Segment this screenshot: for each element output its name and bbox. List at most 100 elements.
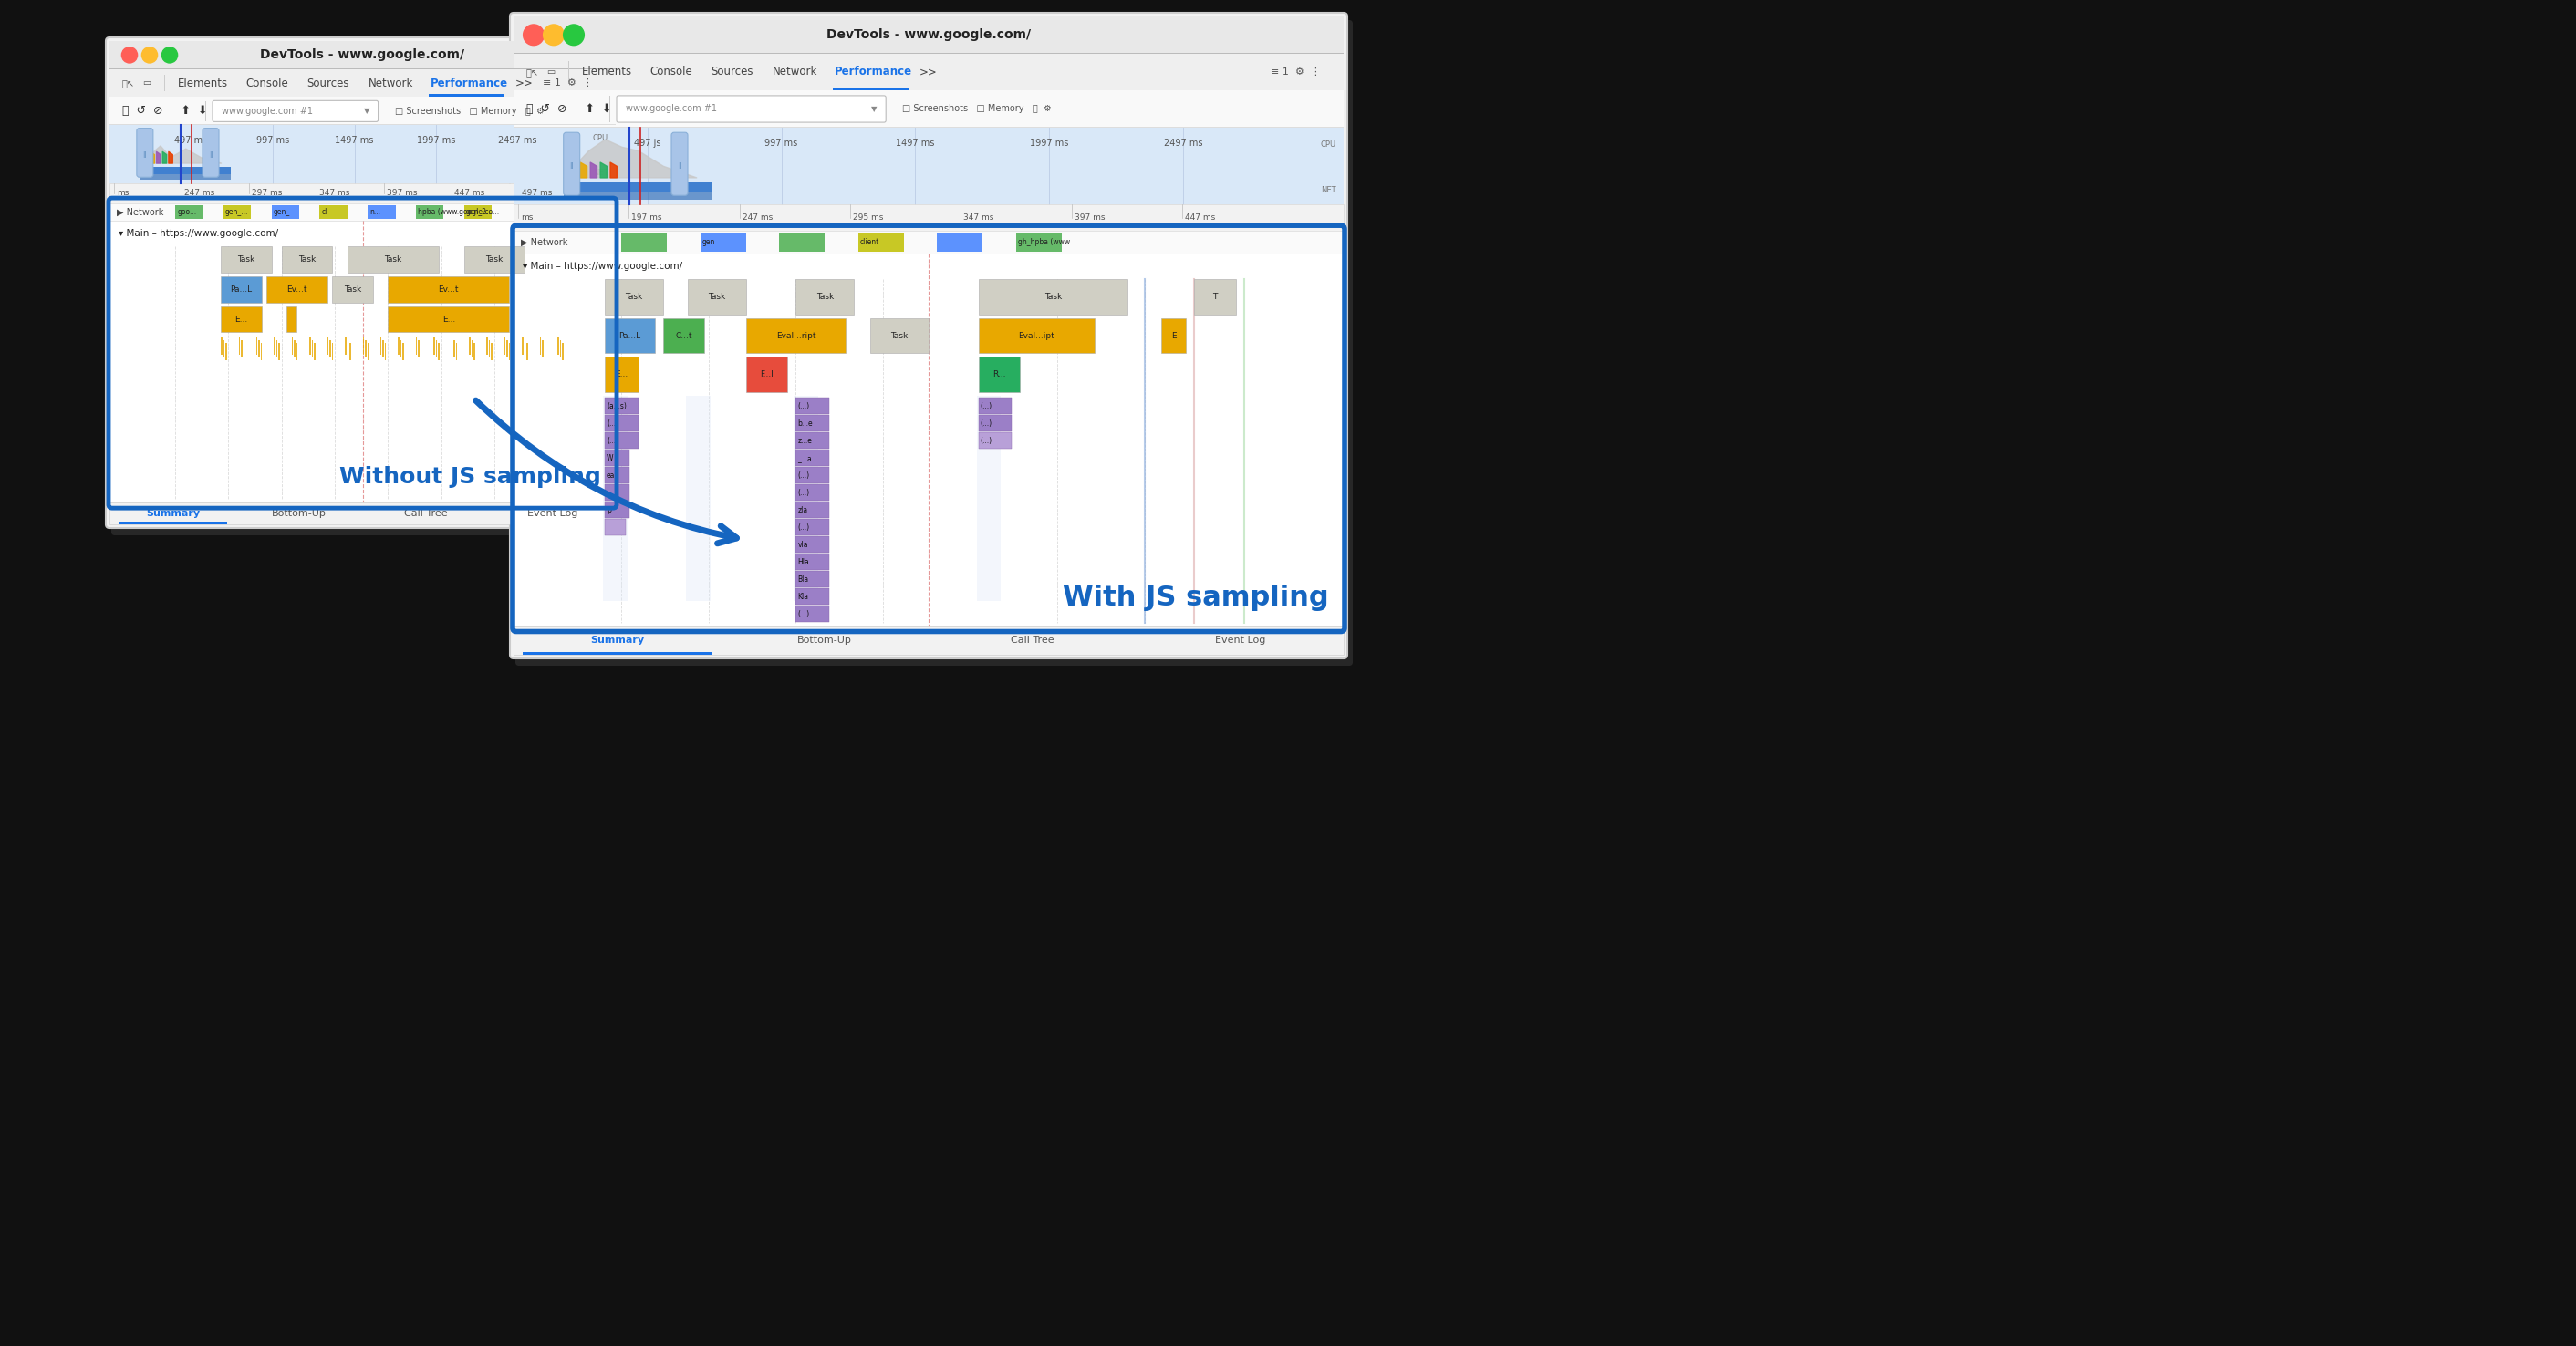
Bar bbox=[108, 125, 616, 183]
Text: CPU: CPU bbox=[1321, 140, 1337, 148]
Text: Bottom-Up: Bottom-Up bbox=[273, 509, 327, 518]
Text: (a...s): (a...s) bbox=[608, 402, 626, 411]
Bar bbox=[222, 246, 270, 272]
Bar bbox=[523, 651, 711, 654]
Bar bbox=[222, 276, 260, 303]
Text: ||: || bbox=[209, 151, 214, 157]
Bar bbox=[871, 318, 927, 354]
Bar bbox=[108, 221, 616, 502]
Text: T: T bbox=[1213, 292, 1218, 300]
Bar bbox=[108, 502, 616, 525]
Text: 247 ms: 247 ms bbox=[185, 190, 214, 198]
Bar bbox=[747, 318, 845, 354]
Bar bbox=[139, 167, 232, 174]
Text: 295 ms: 295 ms bbox=[853, 214, 884, 222]
Bar bbox=[793, 396, 819, 602]
Text: vla: vla bbox=[799, 541, 809, 549]
Bar bbox=[332, 276, 374, 303]
Bar bbox=[108, 183, 616, 203]
Bar bbox=[564, 192, 714, 199]
Text: □ Screenshots   □ Memory   🖌  ⚙: □ Screenshots □ Memory 🖌 ⚙ bbox=[902, 105, 1051, 113]
Text: gen_: gen_ bbox=[273, 207, 291, 215]
Text: ▼: ▼ bbox=[871, 105, 878, 113]
Text: ▾ Main – https://www.google.com/: ▾ Main – https://www.google.com/ bbox=[118, 229, 278, 238]
Text: NET: NET bbox=[1321, 186, 1337, 194]
Bar bbox=[281, 246, 332, 272]
Bar bbox=[832, 87, 909, 90]
Text: □ Screenshots   □ Memory   🖌  ⚙: □ Screenshots □ Memory 🖌 ⚙ bbox=[394, 106, 544, 116]
Text: E...: E... bbox=[616, 370, 629, 378]
Bar bbox=[464, 246, 526, 272]
Text: 397 ms: 397 ms bbox=[386, 190, 417, 198]
Bar bbox=[108, 69, 616, 97]
Bar bbox=[1162, 318, 1185, 354]
Text: (...): (...) bbox=[799, 489, 809, 497]
Text: Summary: Summary bbox=[147, 509, 201, 518]
Text: Sources: Sources bbox=[307, 77, 350, 89]
Text: Performance: Performance bbox=[430, 77, 507, 89]
FancyBboxPatch shape bbox=[137, 128, 152, 178]
Bar bbox=[796, 553, 829, 571]
Text: ▾ Main – https://www.google.com/: ▾ Main – https://www.google.com/ bbox=[523, 261, 683, 271]
Text: 2497 ms: 2497 ms bbox=[1164, 139, 1203, 148]
Text: ⌗↖: ⌗↖ bbox=[526, 67, 538, 77]
Bar bbox=[1015, 233, 1061, 252]
Text: Eval...ipt: Eval...ipt bbox=[1018, 331, 1054, 339]
Bar bbox=[108, 203, 616, 221]
Bar bbox=[1195, 279, 1236, 314]
Text: Pa...L: Pa...L bbox=[229, 285, 252, 293]
Text: E: E bbox=[1172, 331, 1177, 339]
Bar bbox=[796, 450, 829, 466]
Bar bbox=[270, 205, 299, 218]
Text: p: p bbox=[608, 506, 611, 514]
Text: Bla: Bla bbox=[799, 575, 809, 583]
Text: Console: Console bbox=[649, 66, 693, 78]
Text: n...: n... bbox=[368, 207, 381, 215]
Text: Pa...L: Pa...L bbox=[618, 331, 641, 339]
Text: ||: || bbox=[677, 163, 683, 170]
Text: Network: Network bbox=[773, 66, 817, 78]
FancyBboxPatch shape bbox=[510, 12, 1347, 658]
Bar bbox=[796, 485, 829, 501]
Text: Task: Task bbox=[384, 254, 402, 264]
Bar bbox=[605, 432, 639, 450]
Text: ||: || bbox=[569, 163, 574, 170]
Text: E...: E... bbox=[234, 315, 247, 323]
Text: 297 ms: 297 ms bbox=[252, 190, 283, 198]
Bar bbox=[605, 520, 626, 536]
Text: ▭: ▭ bbox=[142, 78, 152, 87]
FancyBboxPatch shape bbox=[214, 101, 379, 121]
Text: 197 ms: 197 ms bbox=[631, 214, 662, 222]
Bar bbox=[428, 94, 505, 97]
Bar bbox=[513, 128, 1345, 205]
Text: Summary: Summary bbox=[590, 635, 644, 645]
Bar bbox=[605, 502, 629, 518]
Text: hpba (www.google.co...: hpba (www.google.co... bbox=[417, 207, 500, 215]
Bar bbox=[605, 450, 629, 466]
Text: www.google.com #1: www.google.com #1 bbox=[222, 106, 312, 116]
Text: (...): (...) bbox=[799, 524, 809, 532]
Bar bbox=[389, 276, 510, 303]
FancyBboxPatch shape bbox=[515, 20, 1352, 666]
Bar bbox=[701, 233, 747, 252]
Text: 1997 ms: 1997 ms bbox=[1030, 139, 1069, 148]
Bar bbox=[796, 432, 829, 450]
Text: (...): (...) bbox=[799, 610, 809, 618]
Bar bbox=[796, 279, 853, 314]
Bar bbox=[108, 97, 616, 125]
Bar bbox=[603, 396, 629, 602]
Bar bbox=[938, 233, 981, 252]
Text: ms: ms bbox=[116, 190, 129, 198]
Circle shape bbox=[121, 47, 137, 63]
Text: Hla: Hla bbox=[799, 559, 809, 567]
Text: 997 ms: 997 ms bbox=[255, 136, 289, 145]
Bar bbox=[747, 357, 788, 393]
Text: (...): (...) bbox=[981, 436, 992, 446]
Text: ≡ 1  ⚙  ⋮: ≡ 1 ⚙ ⋮ bbox=[544, 78, 592, 87]
Text: gen_2...: gen_2... bbox=[466, 207, 492, 215]
Text: cl: cl bbox=[322, 207, 327, 215]
Text: Task: Task bbox=[484, 254, 502, 264]
Bar bbox=[778, 233, 824, 252]
Text: Elements: Elements bbox=[582, 66, 631, 78]
Bar bbox=[464, 205, 492, 218]
